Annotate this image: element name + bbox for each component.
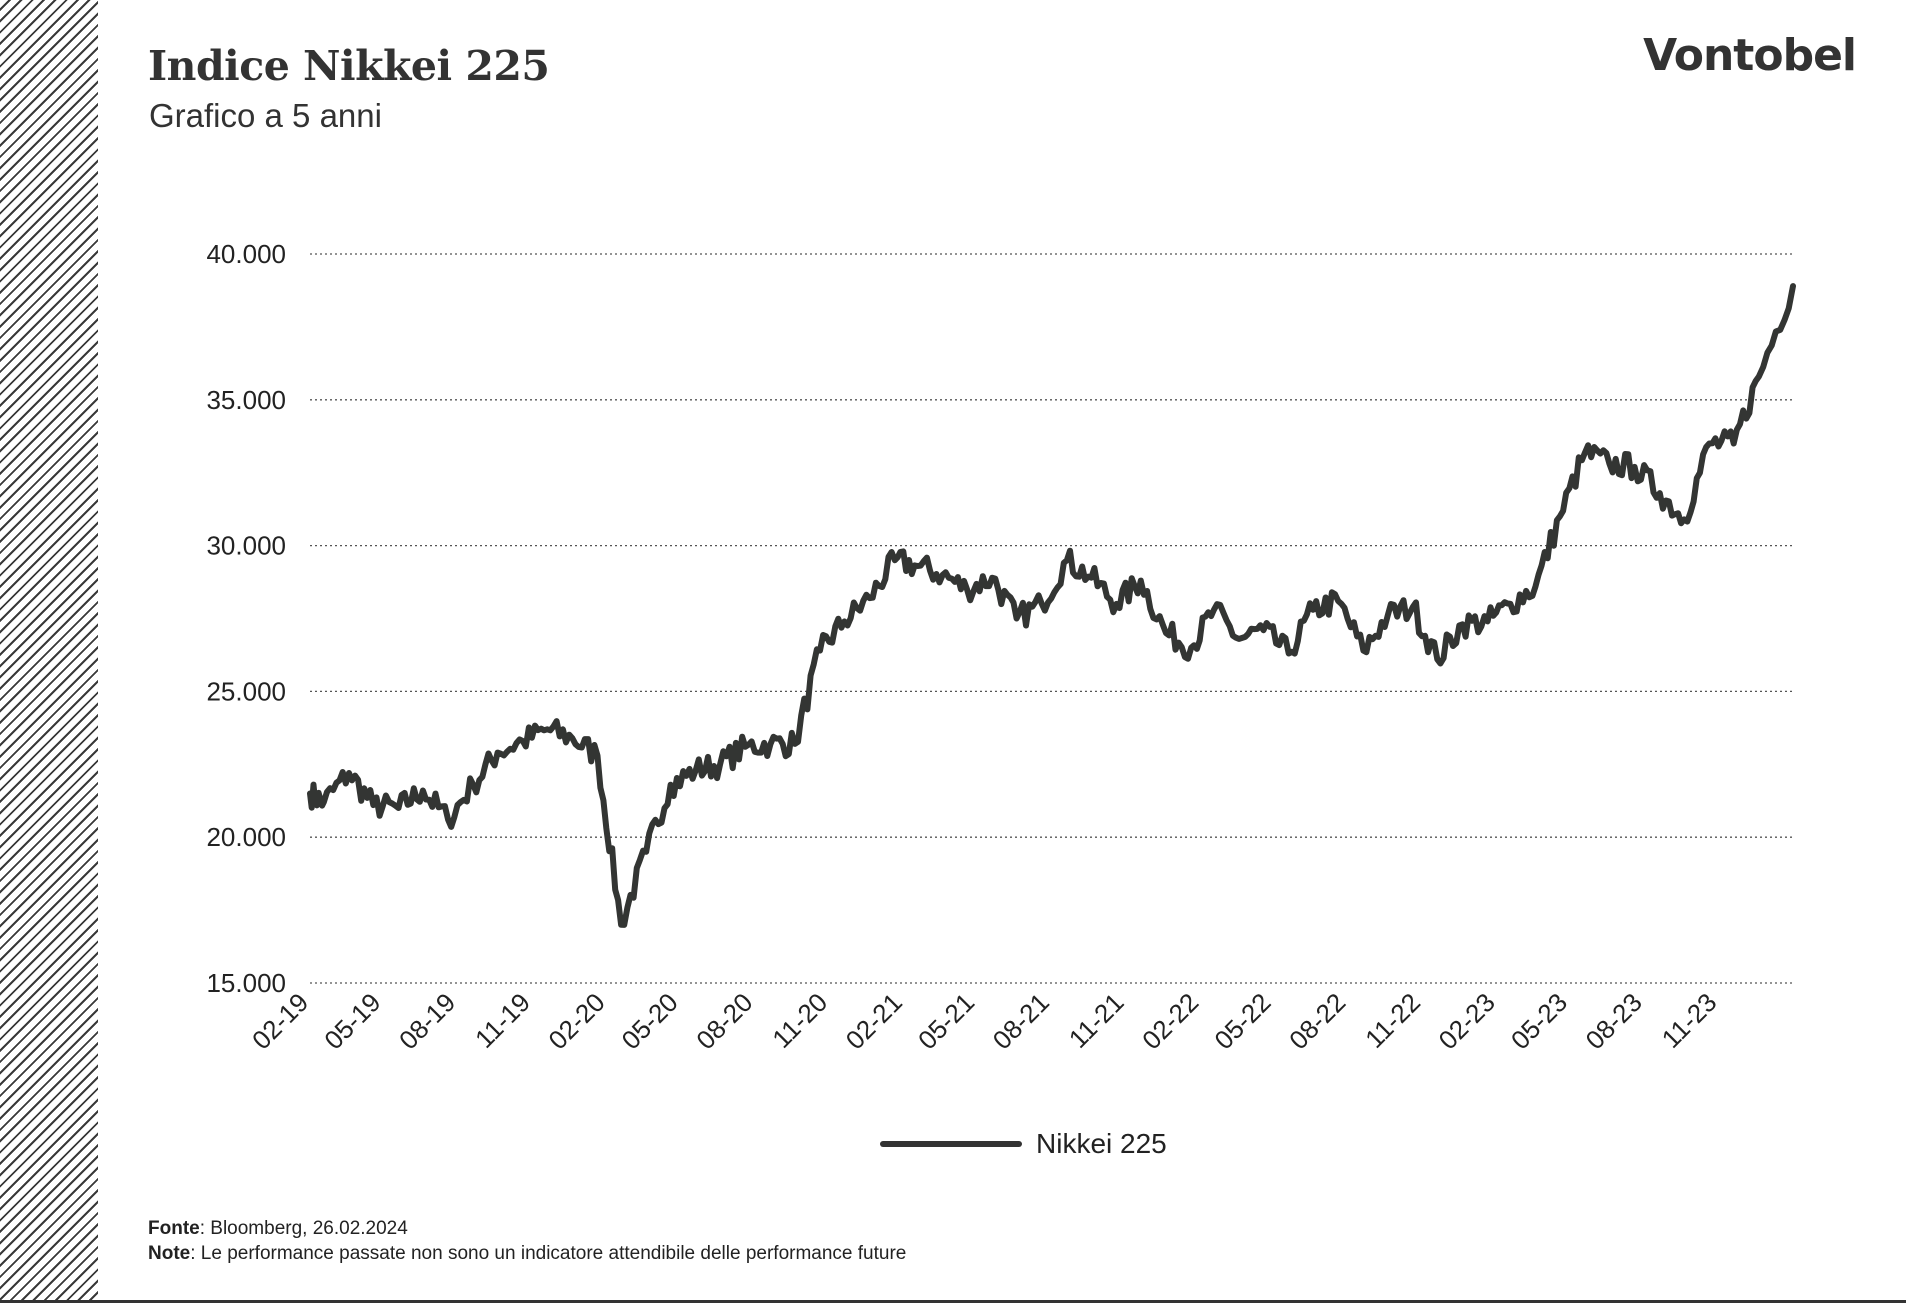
source-label: Fonte bbox=[148, 1218, 200, 1239]
y-axis-ticks: 40.000 35.000 30.000 25.000 20.000 15.000 bbox=[206, 239, 286, 998]
y-tick-label: 25.000 bbox=[206, 676, 286, 706]
x-tick-label: 11-21 bbox=[1063, 987, 1130, 1054]
y-tick-label: 30.000 bbox=[206, 531, 286, 561]
x-tick-label: 11-23 bbox=[1656, 987, 1723, 1054]
chart-title: Indice Nikkei 225 bbox=[148, 42, 550, 90]
x-tick-label: 05-21 bbox=[912, 987, 980, 1055]
x-tick-label: 08-23 bbox=[1580, 987, 1648, 1055]
x-tick-label: 11-20 bbox=[766, 987, 833, 1054]
x-tick-label: 05-19 bbox=[318, 987, 386, 1055]
note-text: : Le performance passate non sono un ind… bbox=[190, 1243, 907, 1264]
y-tick-label: 20.000 bbox=[206, 822, 286, 852]
x-tick-label: 05-20 bbox=[616, 987, 684, 1055]
brand-logo: Vontobel bbox=[1643, 30, 1857, 81]
y-tick-label: 35.000 bbox=[206, 385, 286, 415]
source-text: : Bloomberg, 26.02.2024 bbox=[199, 1218, 408, 1239]
x-tick-label: 11-22 bbox=[1359, 987, 1426, 1054]
x-tick-label: 08-21 bbox=[987, 987, 1055, 1055]
bottom-divider bbox=[0, 1300, 1906, 1303]
x-tick-label: 02-21 bbox=[840, 987, 908, 1055]
y-tick-label: 15.000 bbox=[206, 968, 286, 998]
x-tick-label: 02-23 bbox=[1433, 987, 1501, 1055]
x-tick-label: 02-22 bbox=[1136, 987, 1204, 1055]
y-tick-label: 40.000 bbox=[206, 239, 286, 269]
x-tick-label: 05-23 bbox=[1505, 987, 1573, 1055]
series-line-nikkei-225 bbox=[307, 283, 1796, 928]
source-note: Fonte: Bloomberg, 26.02.2024 Note: Le pe… bbox=[148, 1216, 906, 1266]
x-axis-ticks: 02-19 05-19 08-19 11-19 02-20 05-20 08-20 11-20… bbox=[246, 987, 1723, 1055]
x-tick-label: 05-22 bbox=[1208, 987, 1276, 1055]
series-group bbox=[307, 283, 1796, 928]
x-tick-label: 11-19 bbox=[469, 987, 536, 1054]
note-label: Note bbox=[148, 1243, 191, 1264]
hatched-sidebar bbox=[0, 0, 98, 1303]
legend: Nikkei 225 bbox=[880, 1128, 1167, 1160]
chart-subtitle: Grafico a 5 anni bbox=[149, 97, 382, 134]
x-tick-label: 02-20 bbox=[542, 987, 610, 1055]
grid-lines bbox=[310, 253, 1795, 984]
x-tick-label: 08-22 bbox=[1283, 987, 1351, 1055]
x-tick-label: 08-19 bbox=[393, 987, 461, 1055]
legend-label: Nikkei 225 bbox=[1036, 1128, 1167, 1159]
note-line: Note: Le performance passate non sono un… bbox=[148, 1241, 906, 1266]
source-line: Fonte: Bloomberg, 26.02.2024 bbox=[148, 1216, 906, 1241]
legend-swatch bbox=[880, 1141, 1022, 1147]
x-tick-label: 08-20 bbox=[690, 987, 758, 1055]
